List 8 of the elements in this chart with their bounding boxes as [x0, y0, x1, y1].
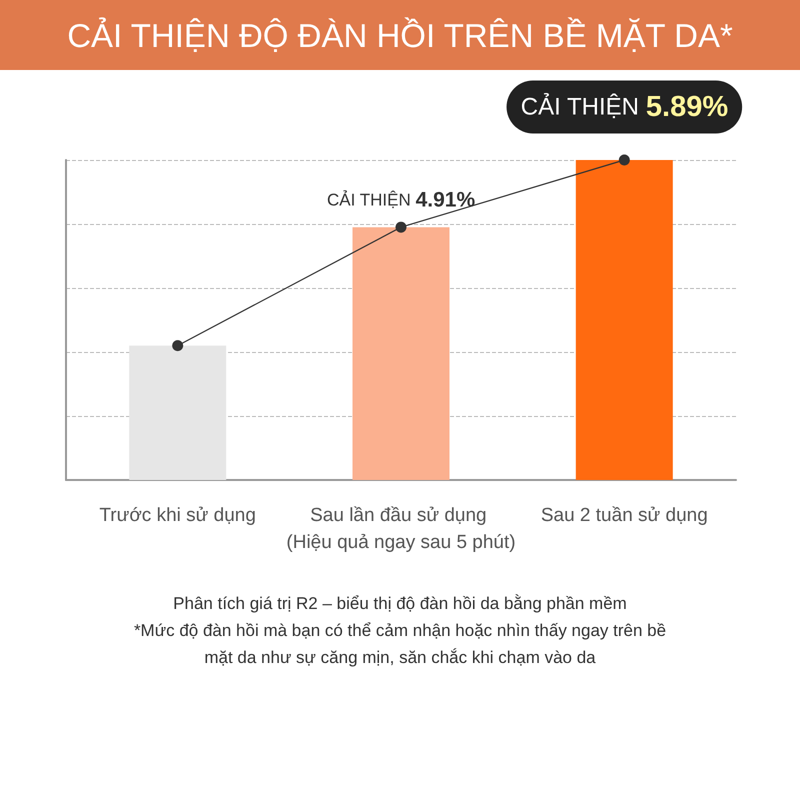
x-tick-label: Trước khi sử dụng — [99, 505, 256, 526]
text: *Mức độ đàn hồi mà bạn có thể cảm nhận hoặc nhìn thấy ngay trên bề mặt da như sự căng mịn, săn chắc khi chạm vào da — [132, 620, 668, 669]
annotation: CẢI THIỆN 4.91% — [326, 188, 476, 212]
x-tick-label: Sau 2 tuần sử dụng — [540, 505, 708, 526]
x-tick-label: Sau lần đầu sử dụng (Hiệu quả ngay sau 5 phút) — [286, 505, 516, 553]
annotation: CẢI THIỆN 5.89% — [520, 91, 728, 123]
text: Phân tích giá trị R2 – biểu thị độ đàn hồi da bằng phần mềm — [172, 593, 628, 615]
chart-title: CẢI THIỆN ĐỘ ĐÀN HỒI TRÊN BỀ MẶT DA* — [0, 0, 800, 70]
